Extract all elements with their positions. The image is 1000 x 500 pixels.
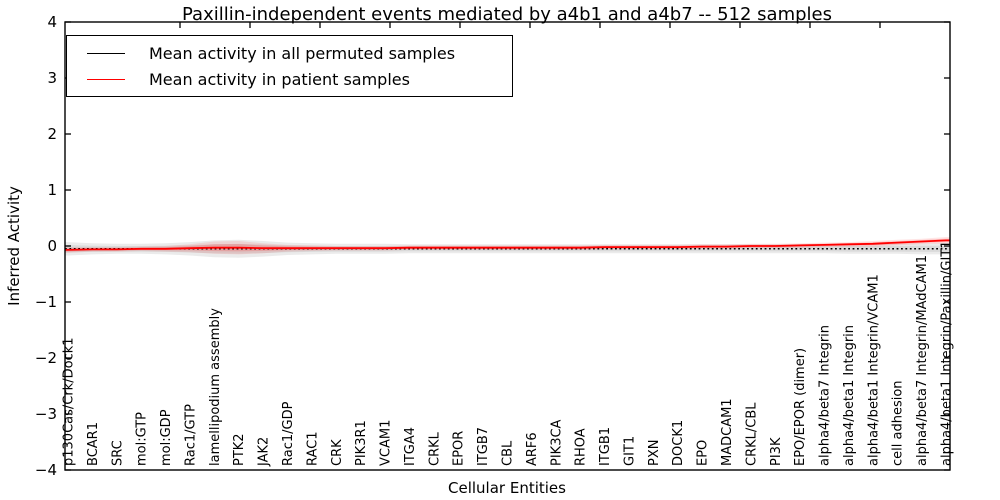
x-category-label: CBL: [501, 440, 516, 466]
legend-line-sample: [87, 52, 125, 54]
x-category-label: alpha4/beta1 Integrin: [842, 325, 857, 466]
patient-mean-line: [65, 239, 950, 251]
x-category-label: CRKL: [427, 431, 442, 466]
x-category-label: EPO: [696, 440, 711, 466]
x-category-label: alpha4/beta7 Integrin: [818, 325, 833, 466]
x-category-label: ITGA4: [403, 427, 418, 466]
legend-item: Mean activity in patient samples: [67, 66, 512, 92]
x-category-label: VCAM1: [379, 420, 394, 466]
x-category-label: ARF6: [525, 432, 540, 466]
legend: Mean activity in all permuted samples Mea…: [66, 35, 513, 97]
x-category-label: PXN: [647, 440, 662, 466]
permuted-band-outer: [65, 239, 950, 258]
x-category-label: MADCAM1: [720, 398, 735, 466]
legend-item: Mean activity in all permuted samples: [67, 40, 512, 66]
x-category-label: CRKL/CBL: [744, 402, 759, 466]
x-category-label: Rac1/GTP: [183, 404, 198, 466]
x-category-label: PTK2: [232, 433, 247, 466]
y-tick-label: 0: [47, 237, 57, 255]
x-category-label: BCAR1: [86, 422, 101, 466]
x-category-label: RAC1: [305, 431, 320, 466]
x-category-label: alpha4/beta1 Integrin/Paxillin/GIT1: [940, 240, 955, 466]
x-category-label: PIK3CA: [549, 419, 564, 466]
x-category-label: alpha4/beta7 Integrin/MAdCAM1: [915, 255, 930, 466]
patient-band-outer: [65, 237, 950, 255]
x-category-label: EPO/EPOR (dimer): [793, 348, 808, 466]
x-category-label: mol:GTP: [135, 412, 150, 466]
x-category-label: PI3K: [769, 437, 784, 466]
x-category-label: PIK3R1: [354, 420, 369, 466]
x-category-label: ITGB1: [598, 427, 613, 466]
y-tick-label: 2: [47, 125, 57, 143]
legend-label: Mean activity in all permuted samples: [149, 43, 456, 63]
x-category-label: EPOR: [452, 431, 467, 466]
y-tick-label: 1: [47, 181, 57, 199]
x-category-label: DOCK1: [671, 420, 686, 466]
x-category-label: ITGB7: [476, 427, 491, 466]
legend-label: Mean activity in patient samples: [149, 69, 410, 89]
x-axis-label: Cellular Entities: [448, 479, 566, 497]
x-category-label: p130Cas/Crk/Dock1: [62, 337, 77, 466]
x-category-label: Rac1/GDP: [281, 401, 296, 466]
x-category-label: cell adhesion: [891, 380, 906, 466]
legend-line-sample: [87, 78, 125, 80]
x-category-label: RHOA: [574, 428, 589, 466]
x-category-label: mol:GDP: [159, 409, 174, 466]
x-category-label: SRC: [110, 440, 125, 466]
y-tick-label: −2: [35, 349, 57, 367]
x-category-label: JAK2: [257, 437, 272, 467]
x-category-label: CRK: [330, 439, 345, 466]
y-tick-label: 3: [47, 69, 57, 87]
chart-title: Paxillin-independent events mediated by …: [181, 4, 833, 25]
x-category-label: lamellipodium assembly: [208, 308, 223, 466]
y-tick-label: 4: [47, 13, 57, 31]
y-tick-label: −4: [35, 461, 57, 479]
y-tick-label: −1: [35, 293, 57, 311]
x-category-label: GIT1: [622, 436, 637, 466]
x-category-label: alpha4/beta1 Integrin/VCAM1: [866, 274, 881, 466]
y-tick-label: −3: [35, 405, 57, 423]
